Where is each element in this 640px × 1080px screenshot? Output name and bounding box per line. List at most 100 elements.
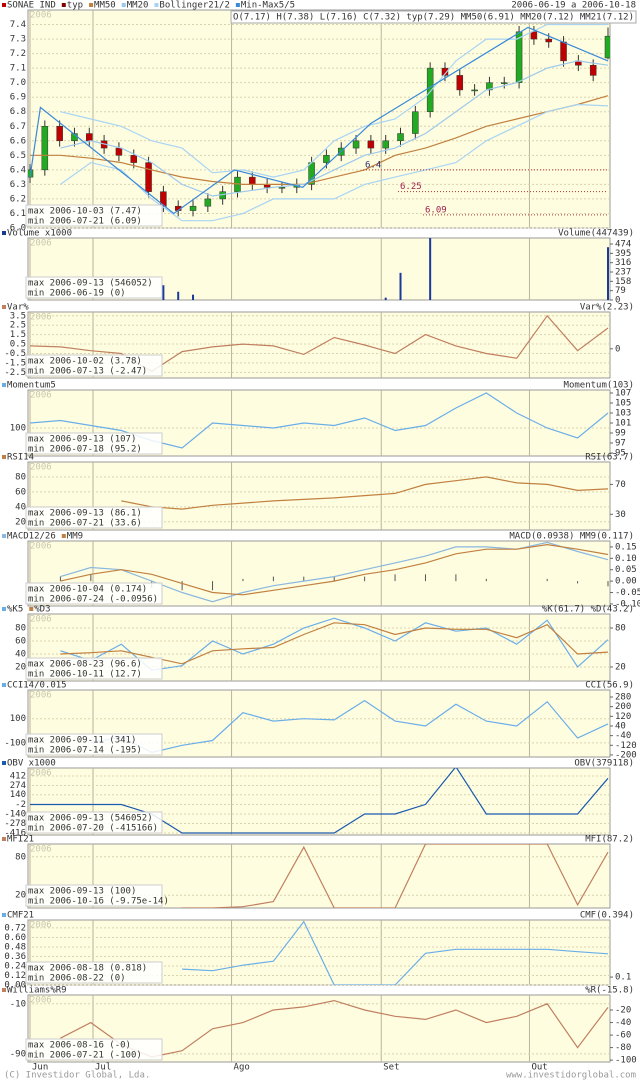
watermark: 2006 <box>30 463 52 473</box>
y-tick-label: 30 <box>615 510 626 520</box>
series-line <box>60 60 609 197</box>
candle-body <box>426 67 434 112</box>
y-tick-label: 20 <box>15 663 26 673</box>
readout: O(7.17) H(7.38) L(7.16) C(7.32) typ(7.29… <box>233 13 634 23</box>
y-tick-label: 0.36 <box>4 952 26 962</box>
y-tick-label: 120 <box>615 712 631 722</box>
y-tick-label: 97 <box>615 439 626 449</box>
footer-right: www.investidorglobal.com <box>506 1071 636 1080</box>
legend-label: Bollinger21/2 <box>159 1 229 11</box>
y-tick-label: 80 <box>615 623 626 633</box>
plot-area <box>162 238 609 300</box>
stats-box <box>25 204 163 227</box>
level-label: 6.4 <box>365 160 381 170</box>
stats-box <box>25 961 163 984</box>
legend-label: %K5 <box>7 605 23 615</box>
stats-label: min 2006-07-21 (-100) <box>28 1051 142 1061</box>
stats-label: min 2006-10-11 (12.7) <box>28 670 142 680</box>
candle-body <box>130 155 137 163</box>
plot-area <box>59 541 609 603</box>
candle-body <box>530 31 538 40</box>
candle-body <box>382 140 389 149</box>
stats-label: min 2006-10-16 (-9.75e-14) <box>28 897 169 907</box>
y-tick-label: 0.24 <box>4 961 26 971</box>
y-tick-label: 0.00 <box>615 577 637 587</box>
candle-body <box>397 133 404 142</box>
y-tick-label: -278 <box>4 819 26 829</box>
candle-body <box>204 198 212 207</box>
stats-label: max 2006-09-13 (546052) <box>28 279 153 289</box>
legend-label: MM9 <box>67 532 83 542</box>
panel-background <box>27 9 611 229</box>
watermark: 2006 <box>30 391 52 401</box>
stats-label: min 2006-08-22 (0) <box>28 974 126 984</box>
legend-label: %D3 <box>34 605 50 615</box>
y-tick-label: -2 <box>15 800 26 810</box>
y-tick-label: -100 <box>4 738 26 748</box>
y-tick-label: -2.5 <box>4 368 26 378</box>
y-tick-label: 107 <box>615 389 631 399</box>
y-tick-label: 80 <box>15 852 26 862</box>
legend-label: Momentum5 <box>7 381 56 391</box>
legend-swatch <box>2 761 6 765</box>
stats-box <box>25 276 163 299</box>
watermark: 2006 <box>30 313 52 323</box>
candle-body <box>412 111 419 134</box>
watermark: 2006 <box>30 996 52 1006</box>
stats-label: min 2006-07-21 (6.09) <box>28 217 142 227</box>
y-tick-label: 0.10 <box>615 554 637 564</box>
series-line <box>60 543 609 596</box>
y-tick-label: 100 <box>10 714 26 724</box>
series-line <box>121 476 609 510</box>
plot-area <box>29 392 609 449</box>
band-upper <box>60 23 608 178</box>
watermark: 2006 <box>30 691 52 701</box>
watermark: 2006 <box>30 11 52 21</box>
candle-body <box>115 147 123 156</box>
y-tick-label: 7.4 <box>10 20 26 30</box>
series-line <box>60 622 609 665</box>
level-label: 6.09 <box>425 205 447 215</box>
watermark: 2006 <box>30 542 52 552</box>
legend-swatch <box>2 837 6 841</box>
candle-body <box>41 126 49 171</box>
legend-label: CMF21 <box>7 911 34 921</box>
y-tick-label: 60 <box>15 636 26 646</box>
candle-body <box>249 176 256 185</box>
y-tick-label: 0.12 <box>4 971 26 981</box>
stats-label: max 2006-08-23 (96.6) <box>28 660 142 670</box>
legend-label: OBV x1000 <box>7 759 56 769</box>
candle-body <box>471 89 478 92</box>
candle-body <box>560 41 567 62</box>
y-tick-label: 7.3 <box>10 35 26 45</box>
y-tick-label: 0 <box>615 344 620 354</box>
plot-area <box>90 699 609 754</box>
stats-label: min 2006-07-21 (33.6) <box>28 519 142 529</box>
series-line <box>29 26 609 215</box>
y-tick-label: -40 <box>615 731 631 741</box>
bar <box>177 291 180 300</box>
stats-label: min 2006-07-20 (-415166) <box>28 824 158 834</box>
legend-swatch <box>121 3 126 7</box>
readout: MACD(0.0938) MM9(0.117) <box>509 532 634 542</box>
plot-area <box>182 844 609 908</box>
y-tick-label: -0.5 <box>4 349 26 359</box>
y-tick-label: 6.1 <box>10 209 26 219</box>
y-tick-label: -90 <box>10 1049 26 1059</box>
y-tick-label: 80 <box>15 623 26 633</box>
y-tick-label: -120 <box>615 741 637 751</box>
y-tick-label: 7.1 <box>10 64 26 74</box>
legend-label: CCI14/0.015 <box>7 681 67 691</box>
stats-box <box>25 582 163 605</box>
stats-label: max 2006-09-13 (107) <box>28 435 136 445</box>
candle-body <box>441 67 449 76</box>
y-tick-label: 6.9 <box>10 93 26 103</box>
stats-label: min 2006-07-14 (-195) <box>28 746 142 756</box>
legend-swatch <box>2 988 6 992</box>
series-line <box>182 920 609 985</box>
y-tick-label: 237 <box>615 268 631 278</box>
y-tick-label: 6.0 <box>10 224 26 234</box>
stats-box <box>25 354 163 377</box>
